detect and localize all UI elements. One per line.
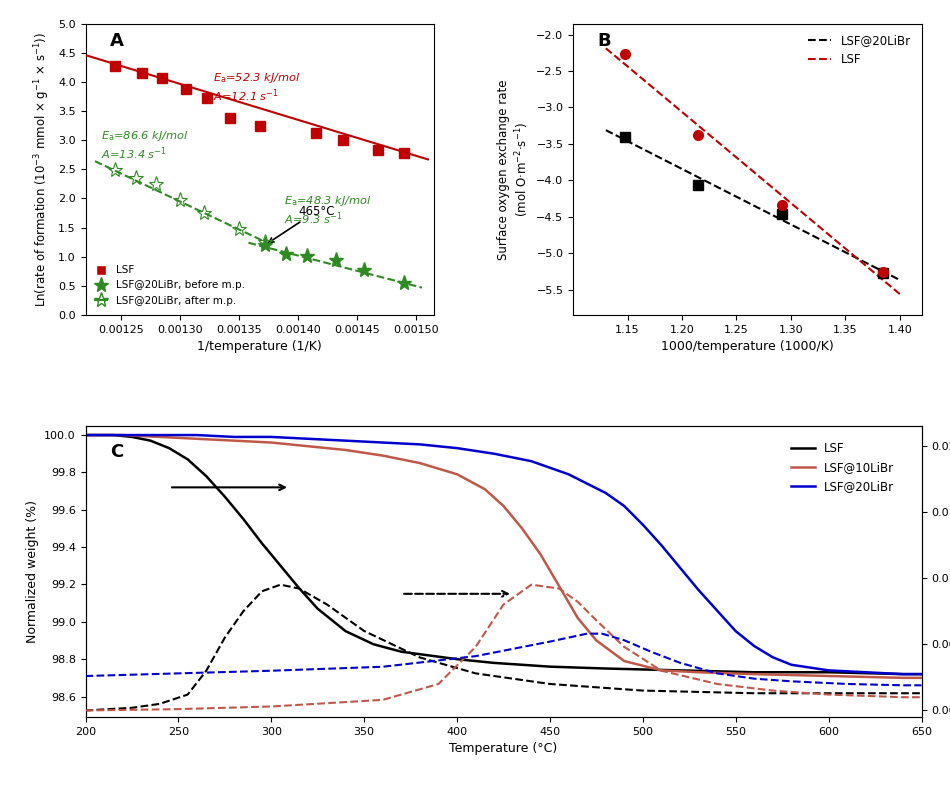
X-axis label: 1/temperature (1/K): 1/temperature (1/K) [198,340,322,353]
Y-axis label: Normalized weight (%): Normalized weight (%) [26,500,39,643]
Y-axis label: Ln(rate of formation (10$^{-3}$ mmol × g$^{-1}$ × s$^{-1}$)): Ln(rate of formation (10$^{-3}$ mmol × g… [33,32,52,307]
Text: C: C [110,443,124,461]
X-axis label: 1000/temperature (1000/K): 1000/temperature (1000/K) [661,340,834,353]
Text: 465°C: 465°C [269,205,334,243]
X-axis label: Temperature (°C): Temperature (°C) [449,742,558,756]
Legend: LSF, LSF@10LiBr, LSF@20LiBr: LSF, LSF@10LiBr, LSF@20LiBr [787,437,899,498]
Legend: LSF@20LiBr, LSF: LSF@20LiBr, LSF [803,29,916,71]
Text: $E_{\mathrm{a}}$=86.6 kJ/mol
$A$=13.4 s$^{-1}$: $E_{\mathrm{a}}$=86.6 kJ/mol $A$=13.4 s$… [101,129,189,162]
Text: A: A [110,32,124,50]
Text: $E_{\mathrm{a}}$=48.3 kJ/mol
$A$=9.3 s$^{-1}$: $E_{\mathrm{a}}$=48.3 kJ/mol $A$=9.3 s$^… [284,195,371,228]
Legend: LSF, LSF@20LiBr, before m.p., LSF@20LiBr, after m.p.: LSF, LSF@20LiBr, before m.p., LSF@20LiBr… [90,261,249,310]
Text: B: B [598,32,611,50]
Y-axis label: Surface oxygen exchange rate
(mol O·m$^{-2}$·s$^{-1}$): Surface oxygen exchange rate (mol O·m$^{… [498,79,531,259]
Text: $E_{\mathrm{a}}$=52.3 kJ/mol
$A$=12.1 s$^{-1}$: $E_{\mathrm{a}}$=52.3 kJ/mol $A$=12.1 s$… [213,71,301,104]
